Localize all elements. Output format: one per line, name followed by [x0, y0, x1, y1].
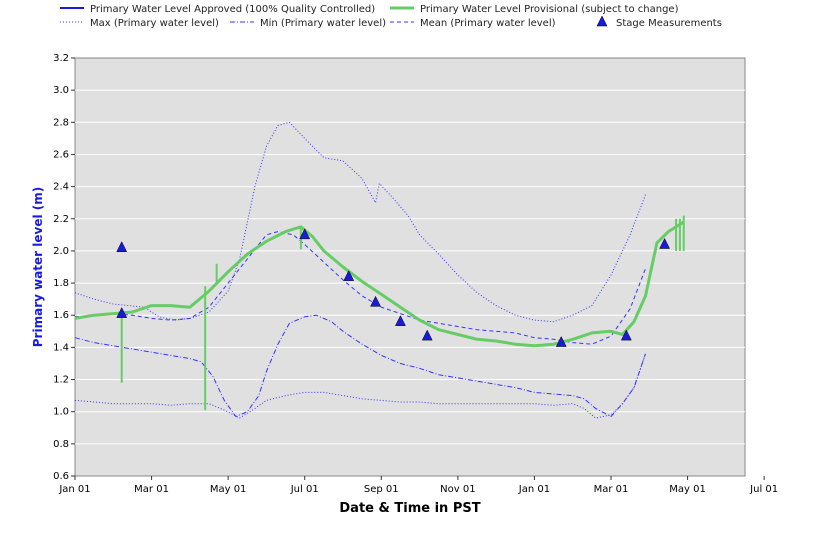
legend-item: Stage Measurements	[596, 15, 722, 29]
legend-label: Mean (Primary water level)	[420, 18, 556, 29]
legend-label: Primary Water Level Approved (100% Quali…	[90, 4, 375, 15]
x-tick-label: Mar 01	[594, 484, 629, 495]
y-tick-label: 3.0	[53, 85, 69, 96]
legend-label: Min (Primary water level)	[260, 18, 386, 29]
stage-measurement-marker	[116, 241, 128, 252]
x-tick-label: Mar 01	[134, 484, 169, 495]
stage-measurement-marker	[116, 307, 128, 318]
x-tick-label: May 01	[210, 484, 247, 495]
x-tick-label: Jul 01	[290, 484, 319, 495]
stage-measurement-marker	[421, 329, 433, 341]
y-tick-label: 1.2	[53, 375, 69, 386]
series-line	[74, 121, 646, 323]
y-axis: 0.6 0.8 1.0 1.2 1.4 1.6 1.8 2.0 2.2 2.4 2.6 2.8 3.0 3…	[53, 53, 75, 482]
stage-measurement-marker	[370, 295, 381, 307]
legend-item: Primary Water Level Provisional (subject…	[390, 4, 679, 15]
y-tick-label: 1.4	[53, 342, 69, 353]
y-tick-label: 1.6	[53, 310, 69, 321]
stage-measurement-marker	[659, 237, 671, 249]
y-tick-label: 1.0	[53, 407, 69, 418]
y-tick-label: 3.2	[53, 53, 69, 64]
x-tick-label: Jan 01	[518, 484, 550, 495]
y-axis-label: Primary water level (m)	[31, 187, 45, 347]
plot-area	[74, 57, 746, 477]
stage-measurement-marker	[555, 336, 567, 347]
y-tick-label: 0.8	[53, 439, 69, 450]
stage-measurement-marker	[343, 270, 355, 281]
y-tick-label: 2.8	[53, 117, 69, 128]
y-tick-label: 0.6	[53, 471, 69, 482]
legend-marker	[596, 15, 608, 27]
series-line	[74, 353, 646, 419]
x-axis: Jan 01 Mar 01 May 01 Jul 01 Sep 01 Nov 01 Jan …	[58, 476, 778, 495]
legend-item: Min (Primary water level)	[230, 18, 386, 29]
series-line	[74, 231, 646, 345]
grid-lines	[75, 89, 745, 445]
series-line	[74, 314, 646, 417]
y-tick-label: 2.0	[53, 246, 69, 257]
y-tick-label: 1.8	[53, 278, 69, 289]
x-axis-label: Date & Time in PST	[339, 501, 480, 516]
y-tick-label: 2.6	[53, 149, 69, 160]
x-tick-label: Sep 01	[364, 484, 399, 495]
x-tick-label: Jul 01	[749, 484, 778, 495]
series-line	[74, 220, 685, 348]
legend-item: Max (Primary water level)	[60, 18, 219, 29]
legend-item: Primary Water Level Approved (100% Quali…	[60, 4, 375, 15]
stage-measurement-marker	[395, 315, 406, 326]
stage-measurement-marker	[620, 329, 632, 341]
legend-label: Max (Primary water level)	[90, 18, 219, 29]
legend-item: Mean (Primary water level)	[390, 18, 556, 29]
legend-label: Primary Water Level Provisional (subject…	[420, 4, 679, 15]
y-tick-label: 2.4	[53, 182, 69, 193]
x-tick-label: May 01	[669, 484, 706, 495]
series-lines	[74, 121, 685, 419]
stage-markers	[116, 228, 671, 347]
x-tick-label: Jan 01	[58, 484, 90, 495]
x-tick-label: Nov 01	[440, 484, 475, 495]
stage-measurement-marker	[299, 228, 311, 240]
legend: Primary Water Level Approved (100% Quali…	[60, 4, 722, 29]
y-tick-label: 2.2	[53, 214, 69, 225]
legend-label: Stage Measurements	[616, 18, 722, 29]
